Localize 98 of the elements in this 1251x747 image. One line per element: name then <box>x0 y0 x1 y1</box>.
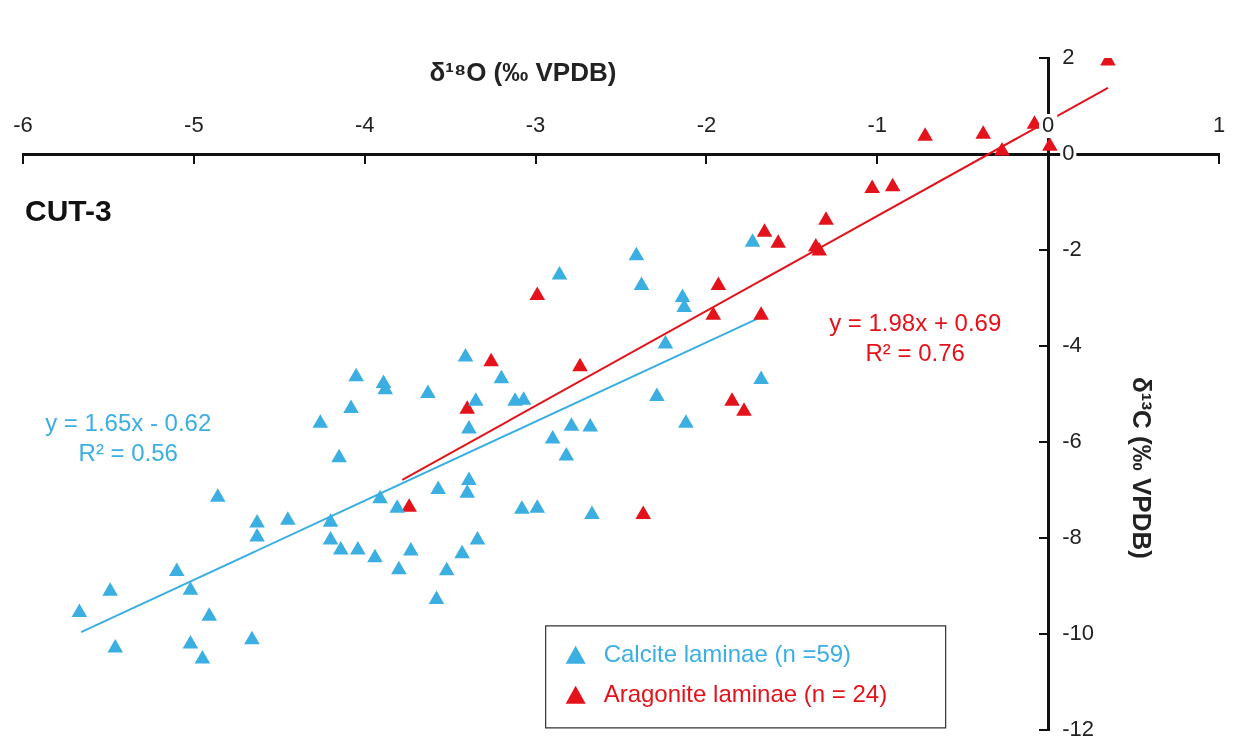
point <box>428 590 445 604</box>
point <box>811 241 827 256</box>
point <box>249 514 265 528</box>
y-tick-label: 2 <box>1062 44 1075 70</box>
x-tick-label: 1 <box>1212 112 1226 138</box>
y-axis-title: δ¹³C (‰ VPDB) <box>1126 376 1157 559</box>
point <box>71 603 88 617</box>
point <box>1042 137 1058 151</box>
point <box>168 562 185 577</box>
x-tick-label: -6 <box>13 112 33 138</box>
x-axis-title: δ¹⁸O (‰ VPDB) <box>429 57 617 88</box>
point <box>529 499 546 513</box>
point <box>420 384 436 399</box>
x-tick-label: -4 <box>354 112 375 138</box>
point <box>975 125 992 139</box>
point <box>724 392 740 406</box>
y-tick-label: -12 <box>1062 716 1094 742</box>
point <box>102 582 118 596</box>
point <box>182 581 199 595</box>
y-tick-label: -8 <box>1062 524 1082 550</box>
point <box>107 638 124 653</box>
y-tick-label: -6 <box>1062 428 1082 454</box>
point <box>469 530 486 545</box>
point <box>544 430 561 444</box>
point <box>322 530 339 545</box>
point <box>756 223 773 237</box>
point <box>563 417 580 431</box>
point <box>657 335 674 349</box>
x-tick-label: -2 <box>696 112 717 138</box>
point <box>348 367 364 382</box>
x-tick-label: -1 <box>867 112 888 138</box>
annotation: y = 1.65x - 0.62 R² = 0.56 <box>45 408 212 466</box>
point <box>753 370 769 385</box>
point <box>280 511 296 525</box>
legend-label: Calcite laminae (n =59) <box>603 640 852 668</box>
point <box>209 488 226 502</box>
point <box>461 471 477 485</box>
point <box>459 400 476 414</box>
point <box>249 528 265 542</box>
point <box>917 127 933 141</box>
point <box>558 446 575 461</box>
point <box>572 357 588 372</box>
legend-label: Aragonite laminae (n = 24) <box>603 680 888 708</box>
point <box>628 246 645 261</box>
point <box>710 276 727 291</box>
point <box>582 418 599 432</box>
point <box>201 607 218 621</box>
point <box>312 414 329 428</box>
point <box>674 288 691 303</box>
point <box>493 369 510 384</box>
point <box>529 286 546 301</box>
point <box>818 211 834 225</box>
point <box>438 561 455 576</box>
point <box>770 234 786 248</box>
point <box>182 635 199 649</box>
point <box>459 484 476 498</box>
point <box>322 513 339 527</box>
point <box>401 498 417 512</box>
point <box>635 505 652 519</box>
point <box>454 544 470 559</box>
point <box>331 448 347 463</box>
point <box>467 392 484 406</box>
point <box>705 306 722 320</box>
y-tick-label: -4 <box>1062 332 1082 358</box>
point <box>367 548 383 563</box>
point <box>372 489 388 504</box>
point <box>389 499 405 513</box>
point <box>744 233 761 247</box>
point <box>884 177 901 192</box>
point <box>736 402 752 416</box>
y-tick-label: 0 <box>1062 140 1075 166</box>
y-tick-label: -10 <box>1062 620 1094 646</box>
point <box>994 142 1010 156</box>
x-tick-label: -5 <box>184 112 204 138</box>
annotation: CUT-3 <box>25 193 112 227</box>
point <box>391 560 407 575</box>
point <box>350 541 366 555</box>
point <box>461 420 477 434</box>
point <box>633 276 650 291</box>
point <box>343 399 359 413</box>
point <box>333 541 349 555</box>
point <box>678 414 694 428</box>
point <box>244 630 260 645</box>
x-tick-label: -3 <box>525 112 546 138</box>
annotation: y = 1.98x + 0.69 R² = 0.76 <box>829 308 1002 366</box>
point <box>514 500 530 514</box>
point <box>194 649 211 664</box>
point <box>864 179 880 194</box>
point <box>430 480 446 495</box>
y-tick-label: -2 <box>1062 236 1082 262</box>
point <box>753 306 769 320</box>
point <box>457 348 474 362</box>
point <box>649 387 665 401</box>
point <box>584 505 600 519</box>
x-tick-label: 0 <box>1042 112 1055 138</box>
point <box>551 265 568 280</box>
point <box>483 352 499 367</box>
point <box>403 541 419 556</box>
